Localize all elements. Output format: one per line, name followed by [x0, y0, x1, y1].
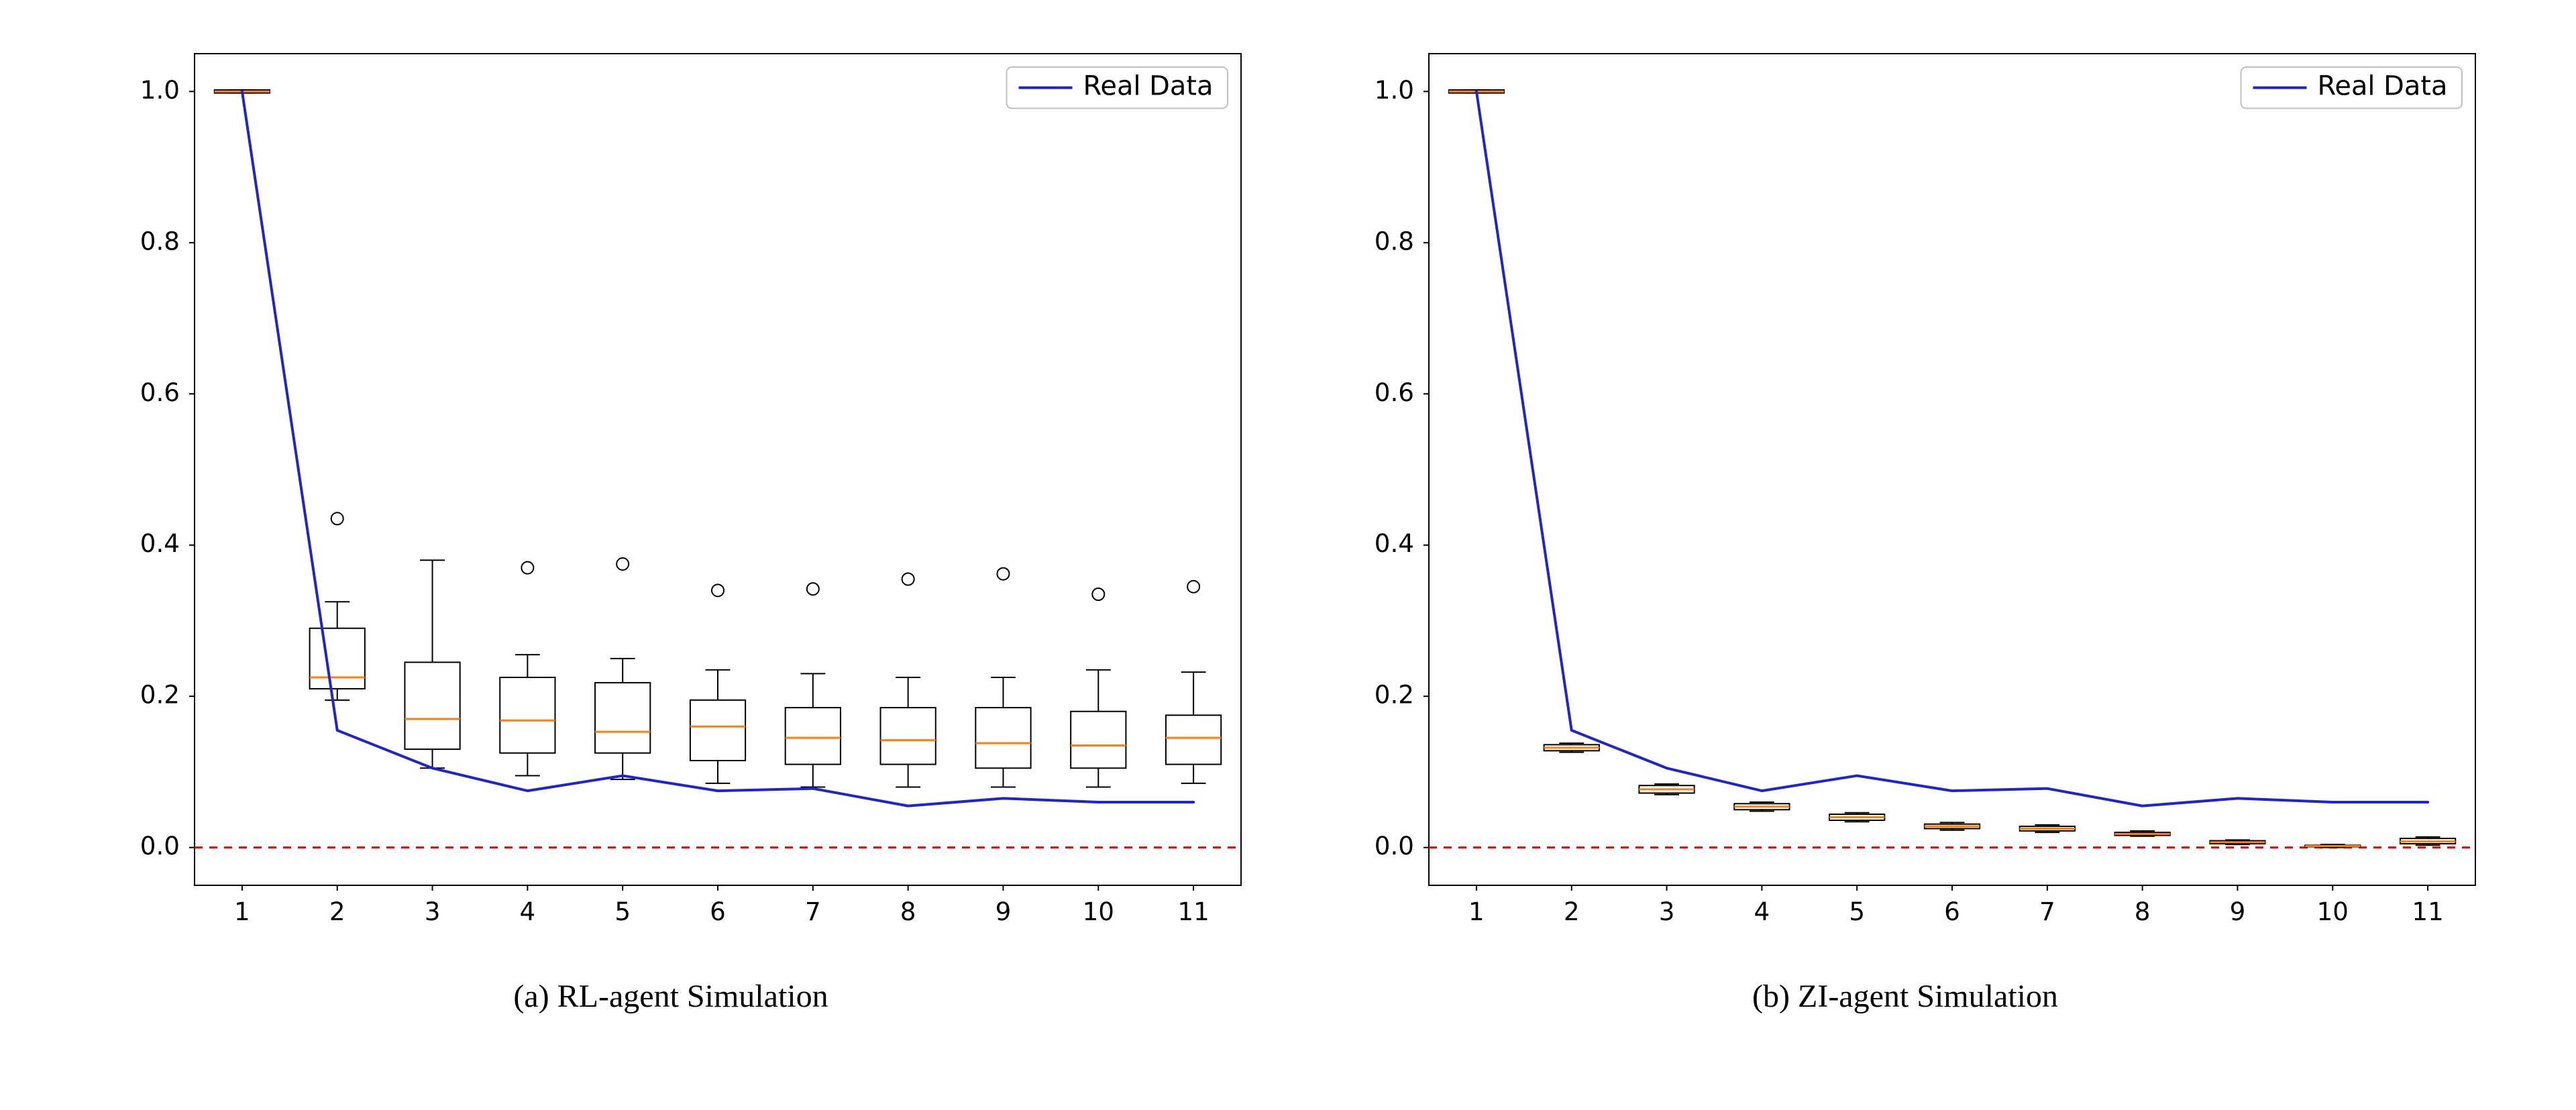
- xtick-label: 3: [425, 897, 441, 926]
- figure-root: 0.0 0.2 0.4 0.6 0.8 1.0 1 2 3 4 5 6 7 8 9 10 11 Real Data…: [0, 0, 2576, 1028]
- boxplot-box: [595, 683, 650, 753]
- boxplot-box: [1071, 712, 1126, 769]
- xtick-label: 10: [1083, 897, 1114, 926]
- boxplot-box: [310, 628, 365, 689]
- real-data-line: [1477, 91, 2428, 806]
- boxplot-flier: [807, 583, 819, 595]
- boxplot-flier: [997, 568, 1009, 580]
- xtick-label: 2: [329, 897, 345, 926]
- boxplot-box: [975, 708, 1030, 768]
- xtick-label: 5: [614, 897, 631, 926]
- boxplot-box: [1166, 715, 1221, 764]
- ytick-label: 0.2: [140, 680, 180, 710]
- xtick-label: 2: [1564, 897, 1580, 926]
- boxplot-flier: [331, 512, 343, 524]
- xtick-label: 6: [1944, 897, 1960, 926]
- ytick-label: 0.6: [1375, 378, 1414, 407]
- boxplot-flier: [1092, 588, 1104, 600]
- xtick-label: 4: [1754, 897, 1770, 926]
- ytick-label: 1.0: [140, 75, 180, 105]
- ytick-label: 0.8: [1375, 226, 1414, 256]
- legend-label: Real Data: [2317, 70, 2447, 101]
- xtick-label: 10: [2317, 897, 2349, 926]
- boxplot-box: [786, 708, 841, 765]
- ytick-label: 0.2: [1375, 680, 1414, 710]
- boxplot-box: [405, 662, 460, 749]
- xtick-label: 7: [805, 897, 821, 926]
- xtick-label: 11: [1177, 897, 1209, 926]
- chart-a: 0.0 0.2 0.4 0.6 0.8 1.0 1 2 3 4 5 6 7 8 9 10 11 Real Data: [74, 27, 1268, 966]
- boxplot-flier: [1187, 581, 1199, 593]
- legend-label: Real Data: [1083, 70, 1213, 101]
- xtick-label: 9: [996, 897, 1012, 926]
- boxplot-box: [881, 708, 936, 765]
- panel-a: 0.0 0.2 0.4 0.6 0.8 1.0 1 2 3 4 5 6 7 8 9 10 11 Real Data…: [74, 27, 1268, 1015]
- xtick-label: 8: [900, 897, 916, 926]
- xtick-label: 6: [710, 897, 726, 926]
- caption-a: (a) RL-agent Simulation: [513, 978, 828, 1015]
- xtick-label: 1: [234, 897, 250, 926]
- xtick-label: 11: [2412, 897, 2443, 926]
- ytick-label: 0.4: [140, 529, 180, 558]
- panel-b: 0.0 0.2 0.4 0.6 0.8 1.0 1 2 3 4 5 6 7 8 9 10 11 Real Data…: [1308, 27, 2502, 1015]
- ytick-label: 0.6: [140, 378, 180, 407]
- boxplot-flier: [521, 562, 533, 574]
- ytick-label: 0.4: [1375, 529, 1414, 558]
- boxplot-box: [500, 677, 555, 753]
- xtick-label: 9: [2230, 897, 2246, 926]
- boxplot-box: [690, 700, 745, 761]
- ytick-label: 0.8: [140, 226, 180, 256]
- xtick-label: 1: [1468, 897, 1485, 926]
- ytick-label: 0.0: [1375, 831, 1414, 861]
- xtick-label: 4: [520, 897, 536, 926]
- chart-b: 0.0 0.2 0.4 0.6 0.8 1.0 1 2 3 4 5 6 7 8 9 10 11 Real Data: [1308, 27, 2502, 966]
- ytick-label: 1.0: [1375, 75, 1414, 105]
- boxplot-flier: [902, 573, 914, 585]
- xtick-label: 5: [1849, 897, 1865, 926]
- boxplot-flier: [616, 558, 629, 570]
- xtick-label: 8: [2135, 897, 2151, 926]
- caption-b: (b) ZI-agent Simulation: [1752, 978, 2058, 1015]
- xtick-label: 7: [2039, 897, 2055, 926]
- axes-spine: [1429, 54, 2475, 885]
- ytick-label: 0.0: [140, 831, 180, 861]
- xtick-label: 3: [1659, 897, 1675, 926]
- boxplot-flier: [712, 584, 724, 596]
